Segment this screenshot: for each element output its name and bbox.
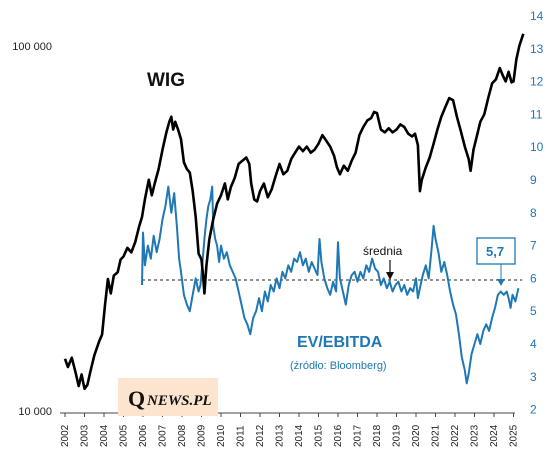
x-tick-label: 2020: [411, 424, 422, 447]
x-axis-ticks: 2002 2003 2004 2005 2006 2007 2008 2009 2010 2011…: [60, 413, 520, 447]
right-tick-label: 4: [530, 337, 537, 351]
ev-ebitda-line: [141, 185, 520, 385]
x-tick-label: 2013: [275, 424, 286, 447]
average-label: średnia: [363, 244, 403, 258]
x-tick-label: 2021: [431, 424, 442, 447]
right-tick-label: 11: [530, 107, 543, 121]
last-value-callout: 5,7: [476, 237, 516, 286]
x-tick-label: 2017: [353, 424, 364, 447]
x-tick-label: 2007: [158, 424, 169, 447]
x-tick-label: 2009: [197, 424, 208, 447]
x-tick-label: 2014: [294, 424, 305, 447]
right-tick-label: 6: [530, 271, 537, 285]
x-tick-label: 2015: [314, 424, 325, 447]
x-tick-label: 2004: [99, 424, 110, 447]
x-tick-label: 2022: [450, 424, 461, 447]
logo-rest: NEWS.PL: [146, 393, 212, 409]
ev-series-label: EV/EBITDA: [297, 334, 383, 351]
x-tick-label: 2008: [177, 424, 188, 447]
logo-q: Q: [128, 386, 145, 411]
average-arrow: [386, 260, 394, 280]
right-tick-label: 14: [530, 9, 544, 23]
right-tick-label: 12: [530, 75, 544, 89]
qnews-logo: Q NEWS.PL: [118, 378, 218, 416]
x-tick-label: 2023: [470, 424, 481, 447]
x-tick-label: 2011: [236, 425, 247, 447]
right-tick-label: 9: [530, 173, 537, 187]
wig-line: [63, 33, 525, 391]
right-tick-label: 2: [530, 403, 537, 417]
right-axis-ticks: 2 3 4 5 6 7 8 9 10 11 12 13 14: [530, 9, 544, 417]
x-tick-label: 2024: [489, 424, 500, 447]
x-tick-label: 2019: [392, 424, 403, 447]
right-tick-label: 3: [530, 370, 537, 384]
source-label: (źródło: Bloomberg): [290, 360, 387, 372]
wig-series-label: WIG: [147, 70, 185, 91]
x-tick-label: 2018: [372, 424, 383, 447]
x-tick-label: 2003: [80, 424, 91, 447]
last-value-label: 5,7: [486, 244, 504, 259]
left-axis-ticks: 10 000 100 000: [12, 41, 52, 418]
x-tick-label: 2005: [119, 424, 130, 447]
x-tick-label: 2012: [255, 424, 266, 447]
x-tick-label: 2002: [60, 424, 71, 447]
left-tick-label: 10 000: [18, 406, 52, 418]
x-tick-label: 2010: [216, 424, 227, 447]
right-tick-label: 10: [530, 140, 544, 154]
x-tick-label: 2016: [333, 424, 344, 447]
x-tick-label: 2025: [509, 424, 520, 447]
right-tick-label: 5: [530, 304, 537, 318]
right-tick-label: 7: [530, 239, 537, 253]
right-tick-label: 8: [530, 206, 537, 220]
right-tick-label: 13: [530, 42, 544, 56]
left-tick-label: 100 000: [12, 41, 52, 53]
x-tick-label: 2006: [138, 424, 149, 447]
